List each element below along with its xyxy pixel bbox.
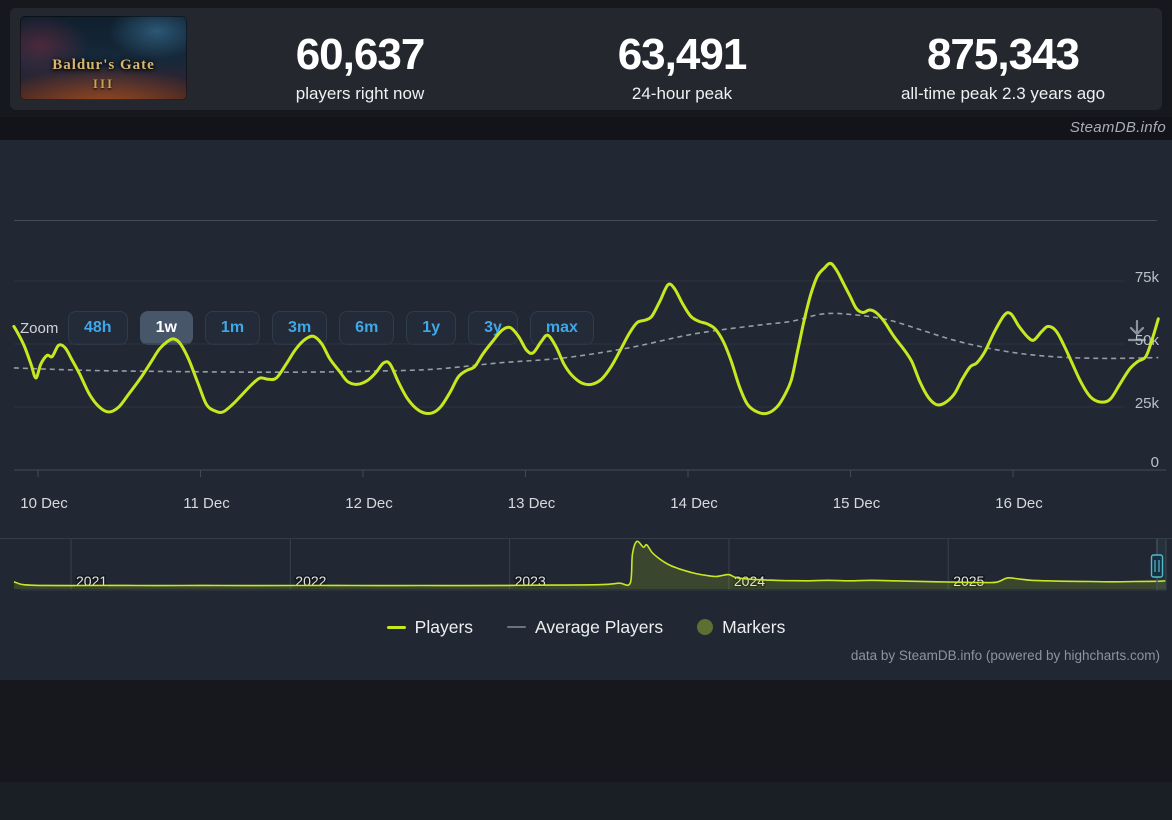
game-capsule-image[interactable]: Baldur's Gate III	[20, 16, 187, 100]
peak-24h-value: 63,491	[617, 30, 748, 79]
chart-panel: Zoom 48h 1w 1m 3m 6m 1y 3y max	[0, 140, 1172, 820]
legend-item-markers[interactable]: Markers	[697, 617, 785, 638]
peak-24h-label: 24-hour peak	[631, 84, 733, 103]
stat-players-now: 60,637 players right now	[295, 30, 426, 104]
chart-legend: Players Average Players Markers	[0, 613, 1172, 641]
players-now-label: players right now	[295, 84, 425, 103]
legend-item-players[interactable]: Players	[386, 616, 474, 638]
download-chart-button[interactable]	[1122, 316, 1152, 346]
legend-item-average-players[interactable]: Average Players	[507, 617, 663, 638]
range-selector: 48h 1w 1m 3m 6m 1y 3y max	[68, 311, 594, 345]
range-button-1y[interactable]: 1y	[406, 311, 457, 345]
players-now-value: 60,637	[295, 30, 426, 79]
game-capsule-numeral: III	[92, 76, 115, 91]
stat-alltime-peak: 875,343 all-time peak 2.3 years ago	[901, 30, 1105, 104]
range-button-max[interactable]: max	[529, 311, 594, 345]
header-panel: Baldur's Gate III 60,637 players right n…	[10, 8, 1162, 110]
stat-24h-peak: 63,491 24-hour peak	[617, 30, 748, 104]
range-button-1m[interactable]: 1m	[204, 311, 261, 345]
legend-label: Markers	[722, 616, 786, 637]
game-capsule-title: Baldur's Gate	[52, 57, 155, 73]
download-icon	[1127, 319, 1147, 342]
range-button-1w[interactable]: 1w	[139, 311, 193, 345]
legend-swatch	[697, 619, 714, 635]
range-button-48h[interactable]: 48h	[68, 311, 128, 345]
range-button-6m[interactable]: 6m	[339, 311, 395, 345]
credit-text: data by SteamDB.info (powered by highcha…	[850, 648, 1160, 663]
range-button-3y[interactable]: 3y	[468, 311, 518, 345]
range-button-3m[interactable]: 3m	[272, 311, 328, 345]
zoom-label: Zoom	[20, 320, 59, 337]
alltime-peak-label: all-time peak 2.3 years ago	[900, 84, 1106, 103]
watermark-bar: SteamDB.info	[0, 117, 1172, 140]
legend-label: Players	[414, 616, 474, 637]
steamdb-watermark: SteamDB.info	[1069, 119, 1166, 136]
legend-swatch	[386, 625, 406, 629]
footer-strip	[0, 782, 1172, 820]
legend-label: Average Players	[535, 616, 664, 637]
alltime-peak-value: 875,343	[926, 30, 1080, 79]
legend-swatch	[507, 626, 527, 628]
